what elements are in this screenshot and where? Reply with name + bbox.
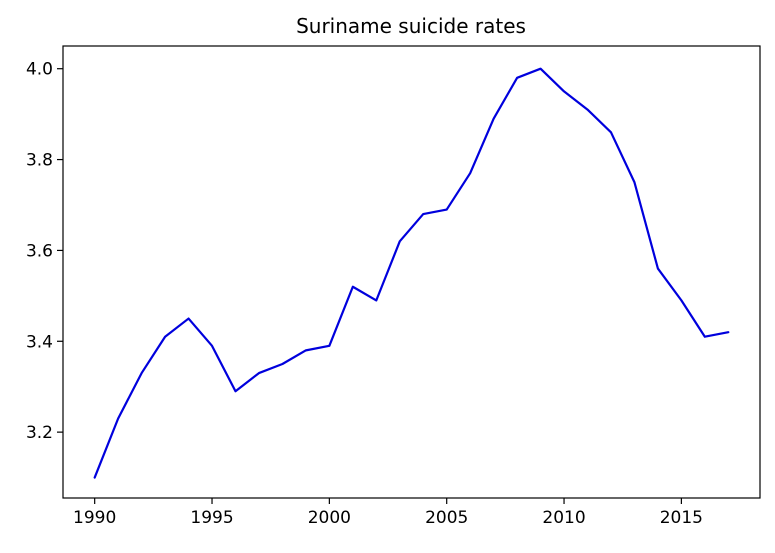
x-tick-label: 2005 (425, 508, 468, 528)
x-tick-label: 1990 (73, 508, 116, 528)
series-line (93, 67, 730, 479)
chart-title: Suriname suicide rates (296, 14, 526, 38)
y-tick-label: 3.8 (26, 151, 53, 171)
x-tick-label: 2015 (660, 508, 703, 528)
y-tick-label: 3.2 (26, 423, 53, 443)
y-tick-label: 3.6 (26, 241, 53, 261)
y-axis: 3.2 3.4 3.6 3.8 4.0 (26, 60, 63, 443)
plot-area (62, 45, 761, 499)
y-tick-label: 3.4 (26, 332, 53, 352)
x-tick-label: 2010 (542, 508, 585, 528)
x-tick-label: 1995 (190, 508, 233, 528)
y-tick-label: 4.0 (26, 60, 53, 80)
series-layer (93, 67, 730, 479)
x-tick-label: 2000 (308, 508, 351, 528)
x-axis: 1990 1995 2000 2005 2010 2015 (73, 498, 703, 528)
